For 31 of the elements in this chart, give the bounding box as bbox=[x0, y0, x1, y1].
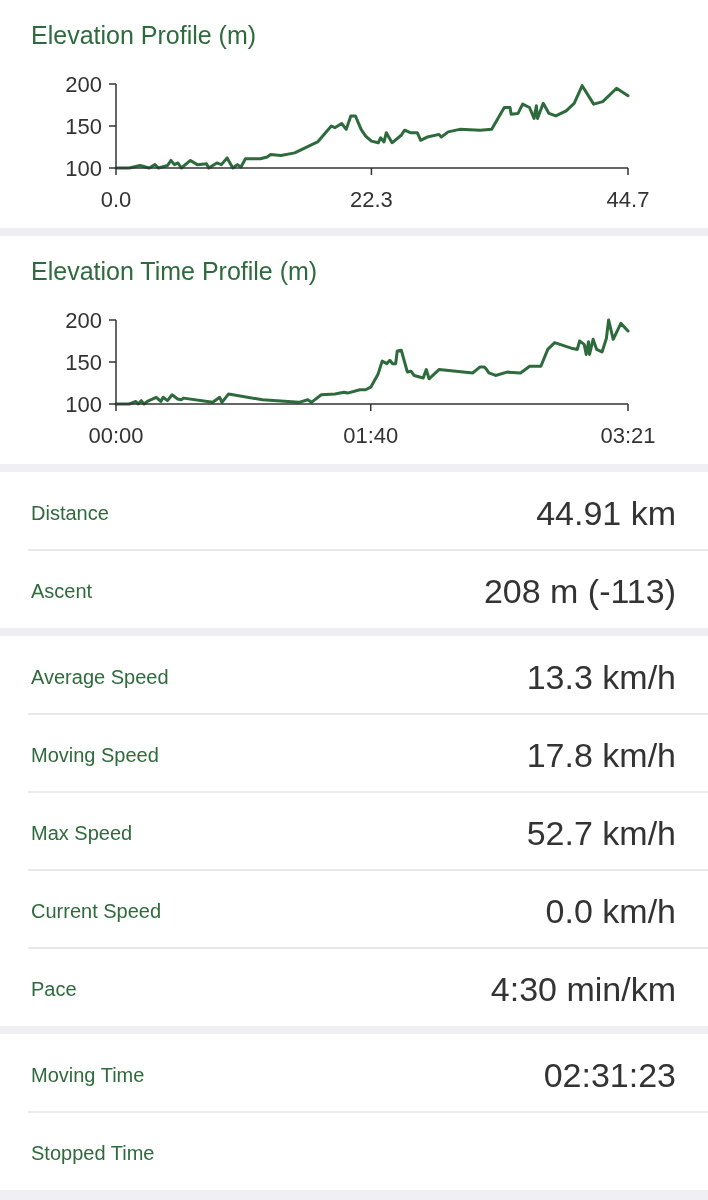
y-tick-label: 100 bbox=[65, 391, 102, 417]
text: 17.8 km/h bbox=[526, 735, 676, 774]
text: 4:30 min/km bbox=[490, 969, 676, 1008]
chart-title: Elevation Profile (m) bbox=[31, 21, 257, 49]
text: 02:31:23 bbox=[543, 1055, 676, 1094]
category-label: Distance bbox=[31, 502, 109, 524]
text: 0.0 km/h bbox=[545, 891, 676, 930]
y-tick-label: 150 bbox=[65, 349, 102, 375]
category-label: Moving Speed bbox=[31, 744, 159, 766]
category-label: Average Speed bbox=[31, 666, 169, 688]
category-label: Stopped Time bbox=[31, 1142, 155, 1164]
x-tick-label: 0.0 bbox=[100, 187, 132, 212]
y-tick-label: 150 bbox=[65, 113, 102, 139]
x-tick-label: 44.7 bbox=[606, 187, 650, 212]
x-tick-label: 01:40 bbox=[343, 423, 399, 448]
y-tick-label: 200 bbox=[65, 71, 102, 97]
chart-title: Elevation Time Profile (m) bbox=[31, 257, 318, 285]
category-label: Pace bbox=[31, 978, 77, 1000]
x-tick-label: 22.3 bbox=[350, 187, 393, 212]
text: 44.91 km bbox=[536, 493, 676, 532]
x-tick-label: 00:00 bbox=[88, 423, 144, 448]
category-label: Moving Time bbox=[31, 1064, 145, 1086]
text: 13.3 km/h bbox=[526, 657, 676, 696]
text: 52.7 km/h bbox=[526, 813, 676, 852]
category-label: Ascent bbox=[31, 580, 93, 602]
text: 208 m (-113) bbox=[483, 571, 676, 610]
x-tick-label: 03:21 bbox=[600, 423, 656, 448]
y-tick-label: 200 bbox=[65, 307, 102, 333]
y-tick-label: 100 bbox=[65, 155, 102, 181]
category-label: Max Speed bbox=[31, 822, 133, 844]
category-label: Current Speed bbox=[31, 900, 162, 922]
